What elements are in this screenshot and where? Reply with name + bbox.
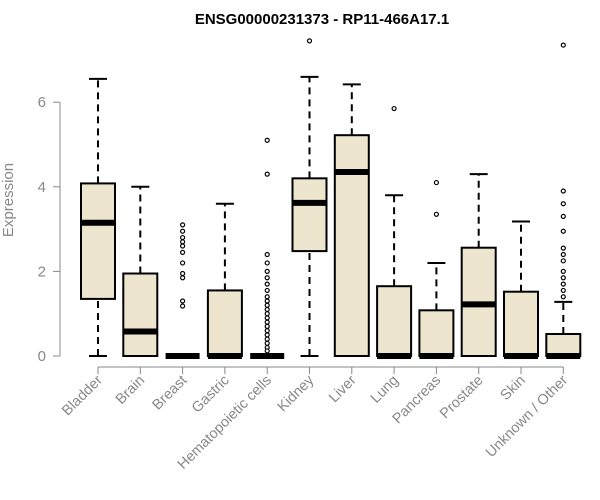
outlier-point [264,348,270,354]
outlier-point [560,213,566,220]
outlier-point [180,234,186,241]
outlier-point [264,275,270,281]
outlier-point [264,340,270,346]
box-hematopoietic-cells [250,137,285,359]
outlier-point [560,258,566,264]
outlier-point [433,211,439,217]
box-gastric [206,202,243,359]
box-rect [503,290,539,358]
outlier-point [433,179,439,186]
y-tick-label: 0 [38,348,46,365]
outlier-point [560,275,566,281]
outlier-point [264,315,270,321]
outlier-point [180,275,186,281]
y-tick-label: 4 [38,179,46,196]
y-axis-label: Expression [0,163,17,237]
box-rect [80,182,116,300]
outlier-point [180,228,186,234]
outlier-point [264,260,270,266]
outlier-point [180,260,186,266]
category-label: Prostate [437,373,486,422]
outlier-point [264,137,270,143]
box-rect [291,177,328,253]
outlier-point [264,298,270,304]
outlier-point [560,251,566,258]
outlier-point [560,287,566,294]
category-label: Skin [498,373,529,404]
outlier-point [180,239,186,245]
outlier-point [264,306,270,313]
box-unknown-other [545,42,582,359]
outlier-point [560,188,566,194]
outlier-point [264,268,270,274]
outlier-point [264,281,270,287]
outlier-point [264,311,270,317]
outlier-point [264,302,270,308]
category-label: Unknown / Other [483,372,571,460]
box-bladder [80,77,116,357]
outlier-point [560,281,566,287]
outlier-point [264,336,270,342]
outlier-point [264,323,270,329]
category-label: Liver [326,372,360,406]
box-liver [333,83,370,357]
box-rect [122,272,159,358]
box-skin [503,220,539,359]
outlier-point [560,245,566,251]
outlier-point [560,228,566,234]
boxes-group [80,38,582,359]
box-rect [376,285,413,357]
category-label: Lung [368,373,402,407]
category-label: Kidney [275,372,318,415]
outlier-point [264,251,270,258]
chart-title: ENSG00000231373 - RP11-466A17.1 [195,11,449,28]
y-tick-label: 6 [38,94,46,111]
outlier-point [180,249,186,255]
outlier-point [264,287,270,294]
outlier-point [180,270,186,277]
box-pancreas [418,179,455,359]
outlier-point [264,294,270,300]
box-rect [333,134,370,357]
box-brain [122,185,159,358]
category-label: Bladder [59,372,106,419]
category-label: Brain [113,373,148,408]
outlier-point [264,319,270,325]
outlier-point [560,201,566,207]
outlier-point [560,268,566,274]
outlier-point [180,222,186,228]
x-axis [97,366,564,374]
outlier-point [264,332,270,338]
box-prostate [460,173,497,358]
box-rect [206,289,243,357]
box-rect [418,309,455,358]
outlier-point [560,42,566,48]
box-rect [545,333,582,357]
outlier-point [306,38,313,44]
outlier-point [391,105,397,112]
box-lung [376,105,413,359]
box-kidney [291,38,328,357]
outlier-point [180,243,186,249]
outlier-point [264,328,270,334]
outlier-point [180,303,186,309]
outlier-point [180,298,186,304]
y-axis: 0 2 4 6 [38,94,61,365]
box-breast [165,222,200,359]
outlier-point [264,171,270,177]
y-tick-label: 2 [38,263,46,280]
outlier-point [560,294,566,300]
category-label: Breast [149,373,190,414]
